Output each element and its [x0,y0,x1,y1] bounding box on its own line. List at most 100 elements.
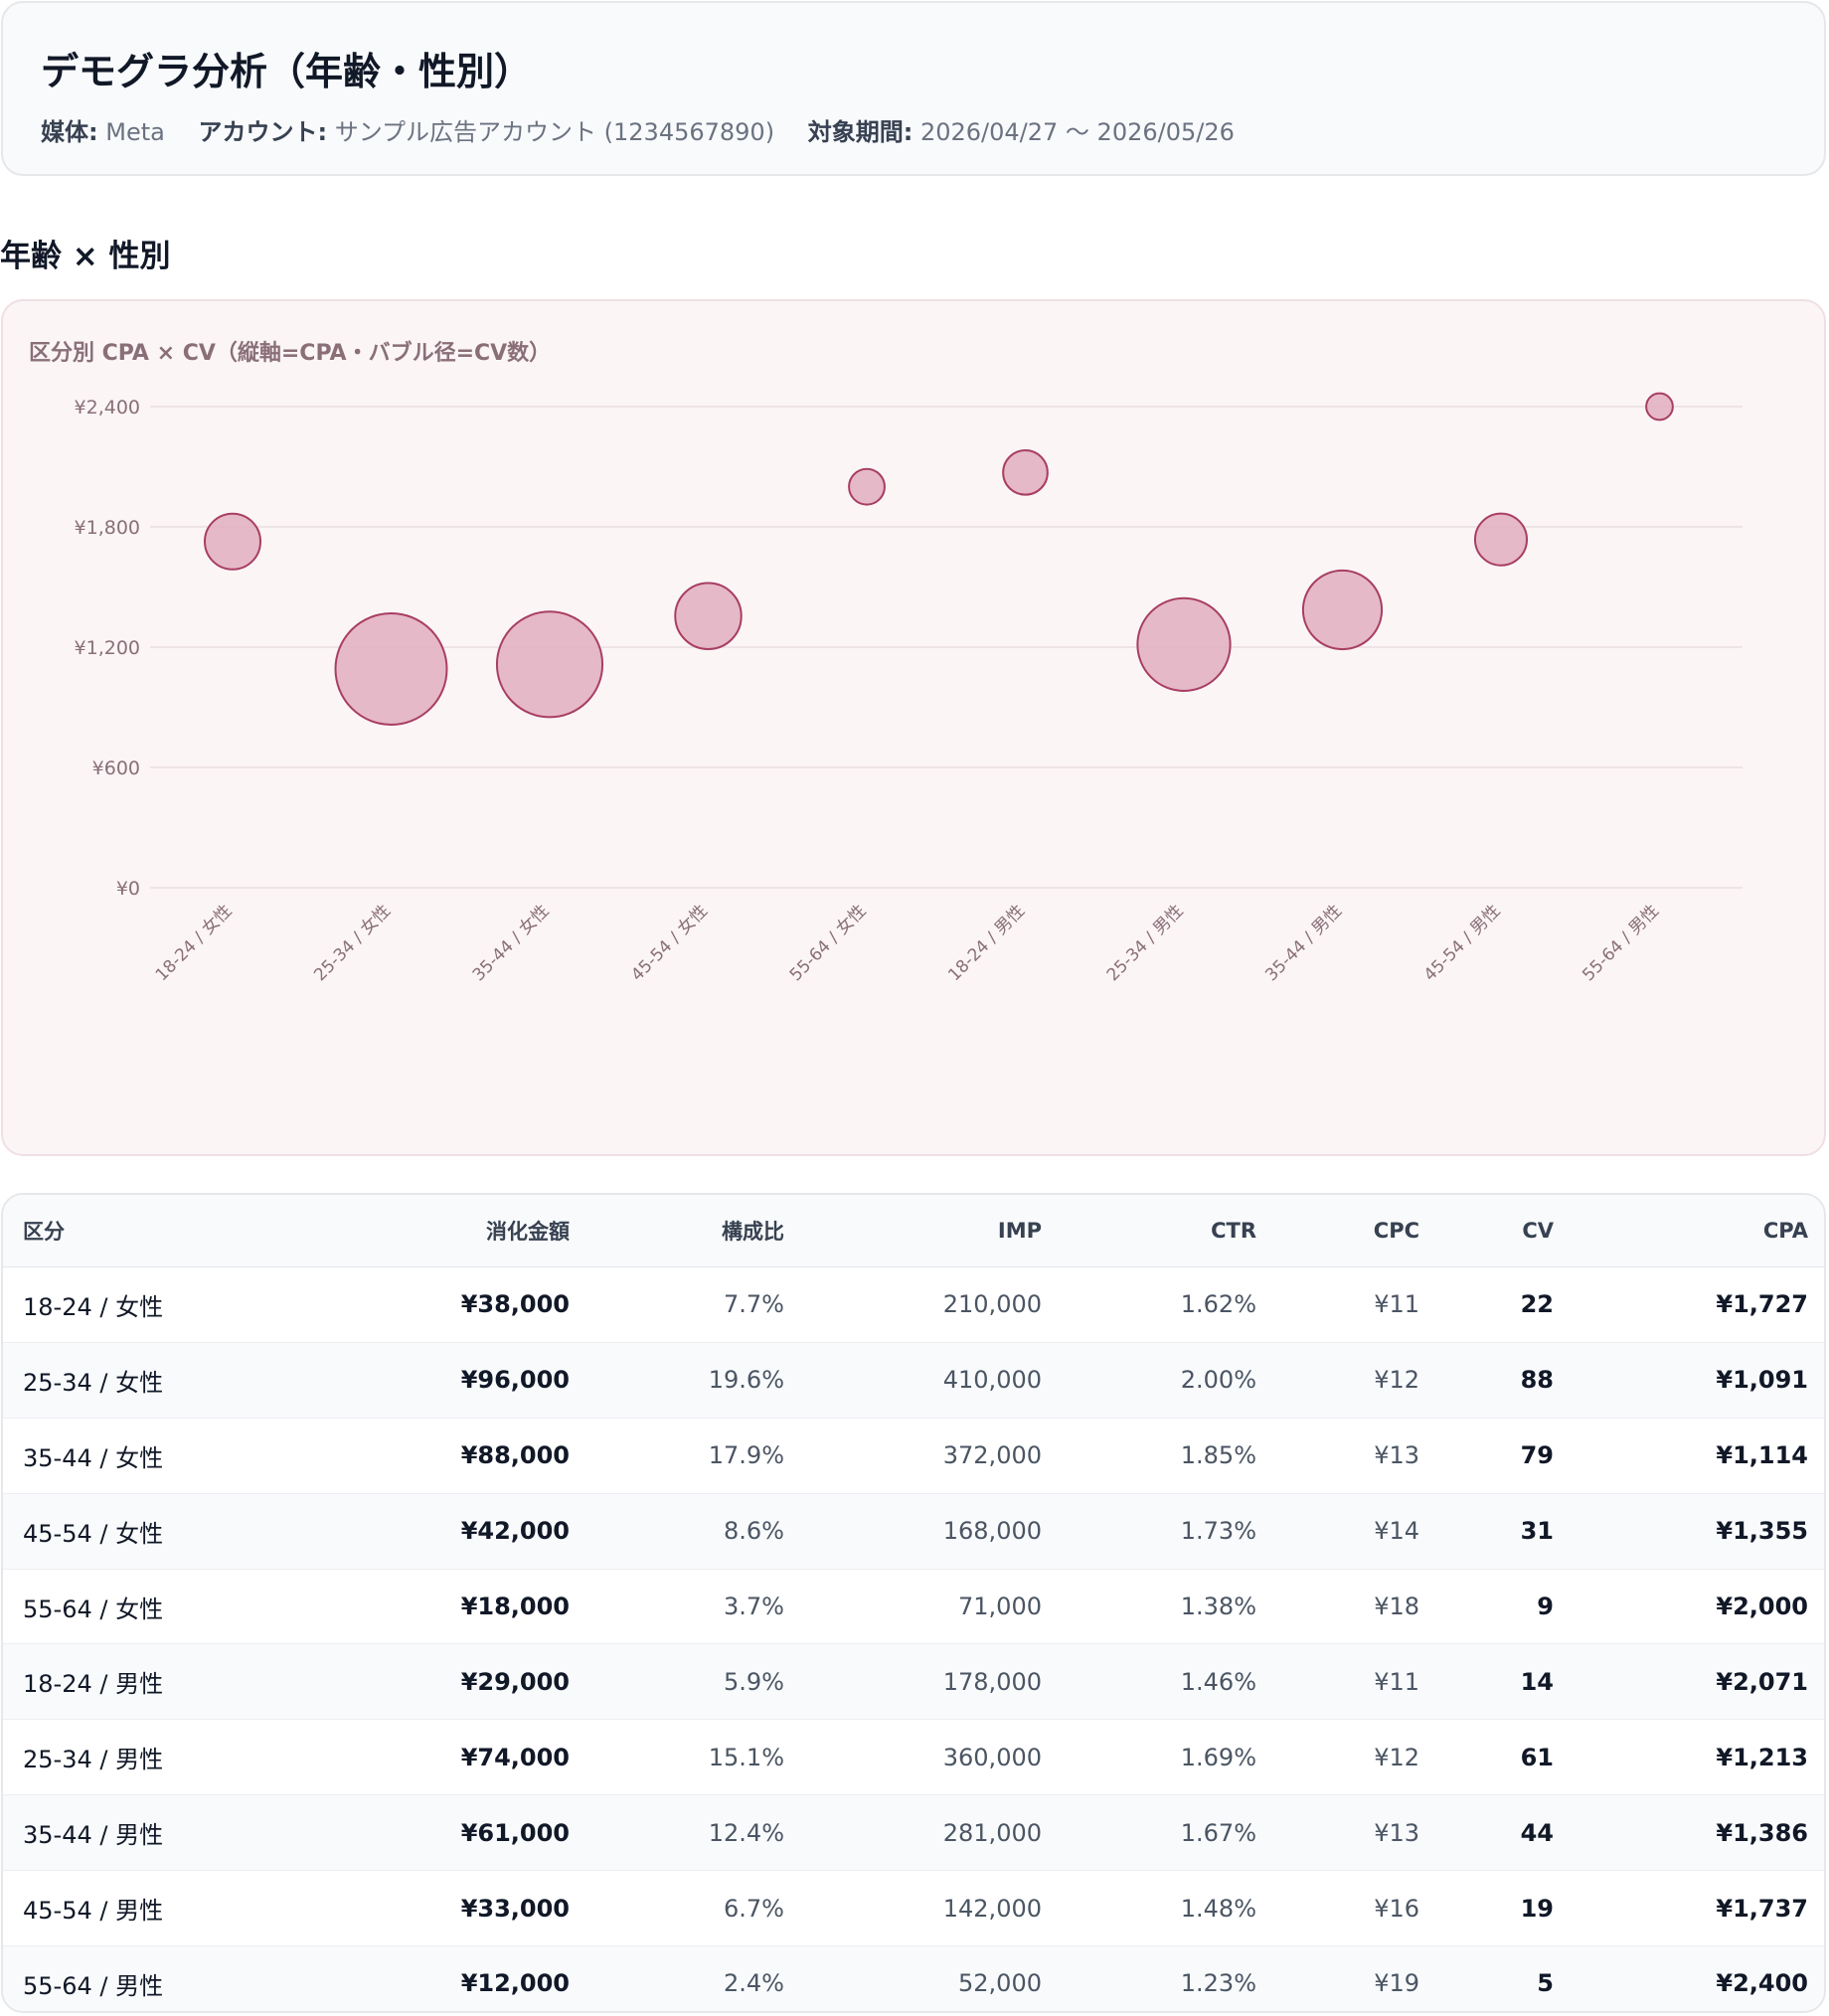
cell-ctr: 1.62% [1062,1266,1276,1343]
cell-spend: ¥88,000 [331,1418,589,1494]
cell-segment: 25-34 / 男性 [3,1719,331,1796]
bubble-point[interactable] [495,610,604,719]
cell-imp: 281,000 [804,1794,1062,1872]
cell-share: 8.6% [589,1493,804,1570]
cell-spend: ¥38,000 [331,1266,589,1343]
table-row: 18-24 / 女性 ¥38,000 7.7% 210,000 1.62% ¥11 22 ¥1… [3,1266,1824,1343]
cell-imp: 372,000 [804,1418,1062,1494]
cell-spend: ¥33,000 [331,1870,589,1947]
bubble-point[interactable] [334,611,448,726]
cell-share: 12.4% [589,1794,804,1872]
x-tick-label: 25-34 / 男性 [1103,901,1188,985]
cell-segment: 35-44 / 女性 [3,1418,331,1494]
bubble-point[interactable] [1301,569,1384,651]
x-tick-label: 35-44 / 男性 [1261,901,1346,985]
meta-period: 対象期間: 2026/04/27 〜 2026/05/26 [808,118,1235,146]
cell-cpa: ¥2,400 [1574,1945,1824,2011]
cell-spend: ¥18,000 [331,1569,589,1645]
cell-cpc: ¥16 [1276,1870,1439,1947]
cell-cpa: ¥1,114 [1574,1418,1824,1494]
cell-cpa: ¥1,213 [1574,1719,1824,1796]
cell-cpa: ¥2,000 [1574,1569,1824,1645]
meta-period-value: 2026/04/27 〜 2026/05/26 [919,118,1235,146]
table-row: 25-34 / 女性 ¥96,000 19.6% 410,000 2.00% ¥12 88 ¥… [3,1342,1824,1419]
cell-cv: 22 [1439,1266,1574,1343]
cell-cpc: ¥18 [1276,1569,1439,1645]
cell-spend: ¥29,000 [331,1643,589,1721]
cell-cpc: ¥19 [1276,1945,1439,2011]
cell-cpa: ¥1,727 [1574,1266,1824,1343]
cell-cpa: ¥2,071 [1574,1643,1824,1721]
header-imp: IMP [804,1195,1062,1267]
cell-cpc: ¥13 [1276,1418,1439,1494]
cell-segment: 35-44 / 男性 [3,1794,331,1872]
cell-ctr: 1.48% [1062,1870,1276,1947]
cell-cpa: ¥1,355 [1574,1493,1824,1570]
header-share: 構成比 [589,1195,804,1267]
cell-cpc: ¥14 [1276,1493,1439,1570]
header-cpa: CPA [1574,1195,1824,1267]
table-row: 55-64 / 女性 ¥18,000 3.7% 71,000 1.38% ¥18 9 ¥2,0… [3,1569,1824,1645]
cell-imp: 142,000 [804,1870,1062,1947]
bubble-point[interactable] [674,582,743,650]
meta-media-value: Meta [105,118,165,146]
cell-imp: 52,000 [804,1945,1062,2011]
y-tick-label: ¥600 [92,757,140,779]
table-row: 45-54 / 女性 ¥42,000 8.6% 168,000 1.73% ¥14 31 ¥1… [3,1493,1824,1570]
cell-share: 19.6% [589,1342,804,1419]
cell-share: 5.9% [589,1643,804,1721]
chart-card: 区分別 CPA × CV（縦軸=CPA・バブル径=CV数） ¥0 ¥600 ¥1,2… [1,299,1826,1156]
header-segment: 区分 [3,1195,331,1267]
table-row: 45-54 / 男性 ¥33,000 6.7% 142,000 1.48% ¥16 19 ¥1… [3,1870,1824,1947]
cell-segment: 25-34 / 女性 [3,1342,331,1419]
meta-account: アカウント: サンプル広告アカウント (1234567890) [198,118,774,146]
bubble-point[interactable] [204,512,261,571]
header-ctr: CTR [1062,1195,1276,1267]
x-axis-ticks: 18-24 / 女性 25-34 / 女性 35-44 / 女性 45-54 / 女性… [152,901,1663,985]
cell-ctr: 1.38% [1062,1569,1276,1645]
cell-spend: ¥61,000 [331,1794,589,1872]
cell-cpc: ¥13 [1276,1794,1439,1872]
bubble-point[interactable] [1645,392,1674,421]
bubble-point[interactable] [1473,512,1529,567]
cell-spend: ¥12,000 [331,1945,589,2011]
cell-share: 7.7% [589,1266,804,1343]
bubble-chart: ¥0 ¥600 ¥1,200 ¥1,800 ¥2,400 18-24 / 女性 25-34… [75,392,1743,985]
header-cpc: CPC [1276,1195,1439,1267]
cell-share: 15.1% [589,1719,804,1796]
header-spend: 消化金額 [331,1195,589,1267]
cell-cv: 31 [1439,1493,1574,1570]
cell-cv: 14 [1439,1643,1574,1721]
x-tick-label: 55-64 / 女性 [786,901,871,985]
x-tick-label: 35-44 / 女性 [469,901,554,985]
cell-segment: 45-54 / 女性 [3,1493,331,1570]
cell-spend: ¥96,000 [331,1342,589,1419]
bubble-point[interactable] [1136,596,1232,693]
cell-segment: 55-64 / 男性 [3,1945,331,2011]
cell-imp: 210,000 [804,1266,1062,1343]
cell-cpa: ¥1,091 [1574,1342,1824,1419]
table-row: 35-44 / 男性 ¥61,000 12.4% 281,000 1.67% ¥13 44 ¥… [3,1794,1824,1872]
page-title: デモグラ分析（年齢・性別） [41,50,533,93]
cell-cv: 61 [1439,1719,1574,1796]
table-row: 18-24 / 男性 ¥29,000 5.9% 178,000 1.46% ¥11 14 ¥2… [3,1643,1824,1721]
cell-imp: 410,000 [804,1342,1062,1419]
cell-cpc: ¥11 [1276,1266,1439,1343]
table-row: 35-44 / 女性 ¥88,000 17.9% 372,000 1.85% ¥13 79 ¥… [3,1418,1824,1494]
cell-cv: 9 [1439,1569,1574,1645]
cell-cpc: ¥11 [1276,1643,1439,1721]
chart-title: 区分別 CPA × CV（縦軸=CPA・バブル径=CV数） [29,341,552,366]
y-tick-label: ¥1,200 [75,637,140,659]
bubble-point[interactable] [848,467,886,506]
cell-cv: 88 [1439,1342,1574,1419]
cell-cv: 79 [1439,1418,1574,1494]
cell-imp: 178,000 [804,1643,1062,1721]
meta-account-value: サンプル広告アカウント (1234567890) [334,118,775,146]
bubble-point[interactable] [1002,449,1049,496]
header-card: デモグラ分析（年齢・性別） 媒体: Meta アカウント: サンプル広告アカウン… [1,1,1826,176]
cell-cpc: ¥12 [1276,1719,1439,1796]
y-tick-label: ¥2,400 [75,397,140,419]
cell-cv: 5 [1439,1945,1574,2011]
cell-share: 2.4% [589,1945,804,2011]
cell-spend: ¥42,000 [331,1493,589,1570]
